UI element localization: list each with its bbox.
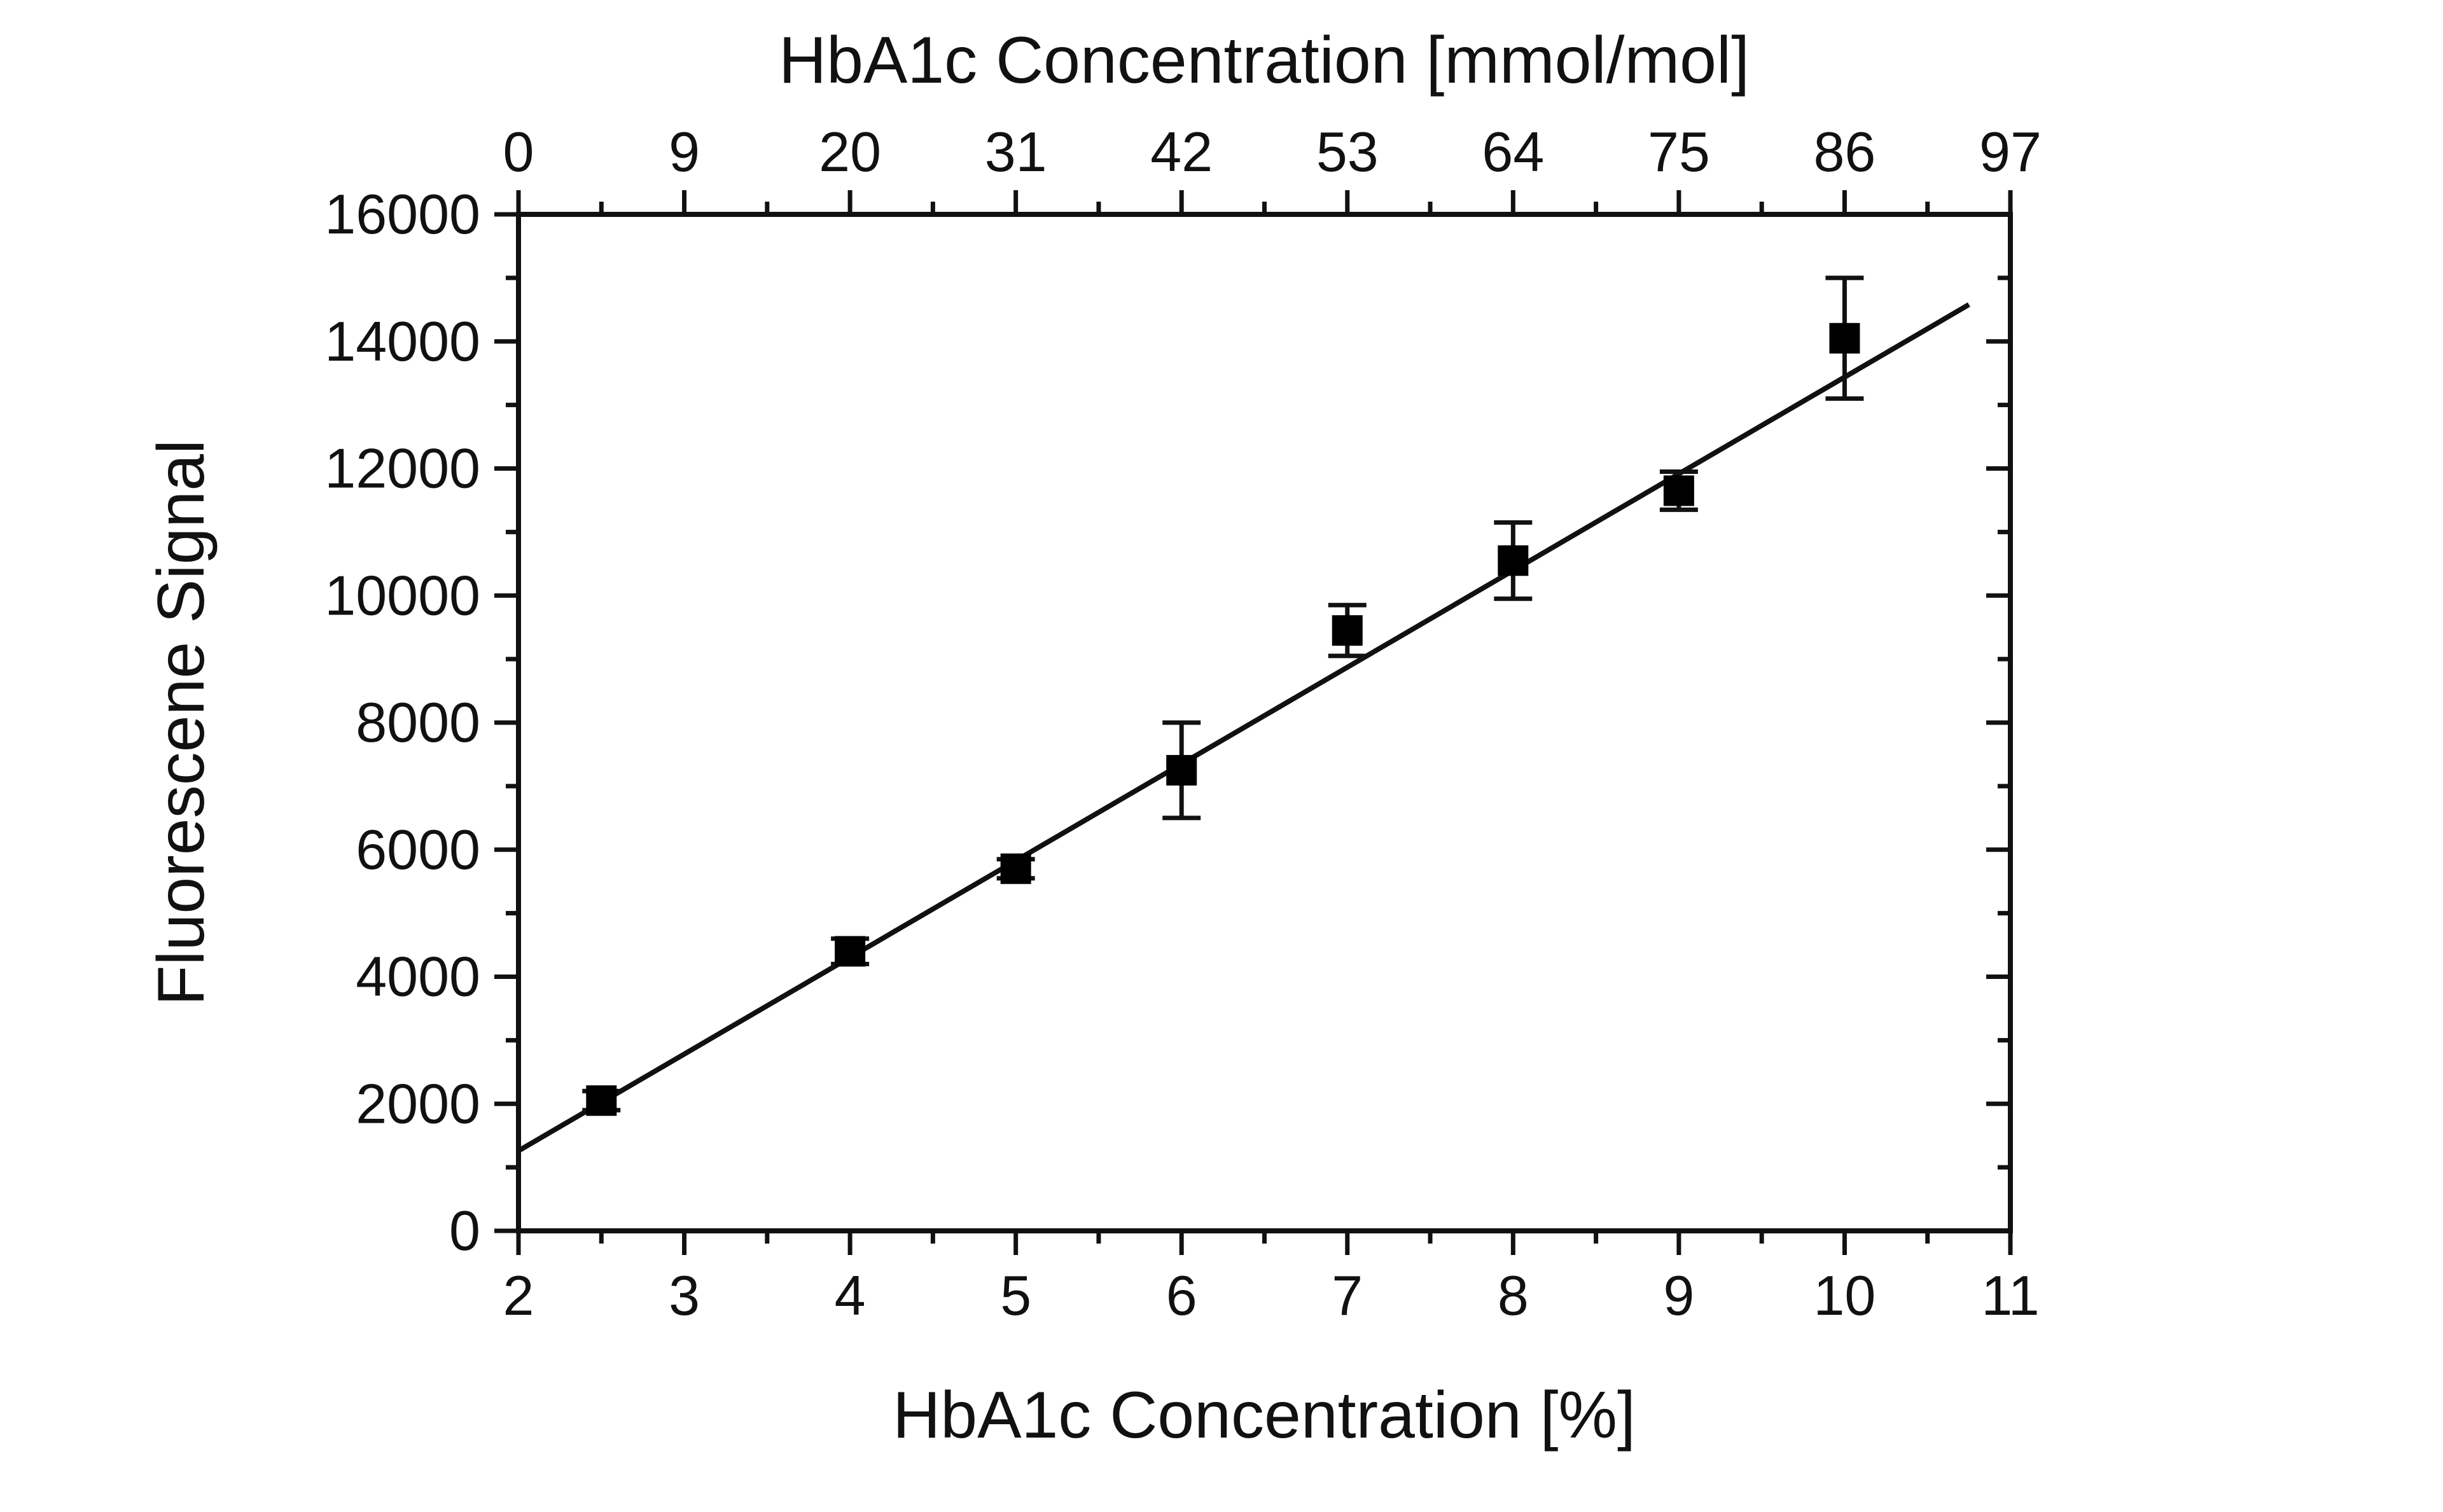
y-tick-label: 2000 bbox=[356, 1072, 480, 1135]
x-tick-label: 5 bbox=[1000, 1264, 1031, 1327]
x-tick-label: 8 bbox=[1498, 1264, 1529, 1327]
x-tick-label: 2 bbox=[503, 1264, 534, 1327]
y-tick-label: 8000 bbox=[356, 691, 480, 754]
x2-tick-label: 42 bbox=[1150, 120, 1213, 183]
y-tick-label: 6000 bbox=[356, 818, 480, 881]
x-tick-label: 3 bbox=[669, 1264, 700, 1327]
data-point bbox=[1663, 475, 1694, 506]
data-point bbox=[835, 936, 866, 967]
y-tick-label: 14000 bbox=[324, 310, 480, 373]
x-tick-label: 4 bbox=[835, 1264, 866, 1327]
fit-layer bbox=[517, 302, 1970, 1153]
data-point bbox=[586, 1085, 617, 1116]
data-point bbox=[1498, 545, 1529, 576]
ticks-layer: 2 3 4 5 6 7 8 9 10 11 0 9 20 31 42 53 64 75 86 97 0 2000 4000 6… bbox=[324, 120, 2042, 1327]
y-tick-label: 4000 bbox=[356, 945, 480, 1008]
x2-tick-label: 31 bbox=[985, 120, 1047, 183]
x2-tick-label: 75 bbox=[1648, 120, 1710, 183]
x2-tick-label: 0 bbox=[503, 120, 534, 183]
points-layer bbox=[582, 275, 1864, 1116]
y-tick-label: 12000 bbox=[324, 437, 480, 500]
y-tick-label: 16000 bbox=[324, 183, 480, 246]
fit-line bbox=[517, 302, 1970, 1153]
data-point bbox=[1332, 615, 1363, 646]
data-point bbox=[1000, 853, 1031, 884]
x-tick-label: 7 bbox=[1332, 1264, 1363, 1327]
x2-tick-label: 97 bbox=[1979, 120, 2042, 183]
x2-tick-label: 53 bbox=[1316, 120, 1379, 183]
x-tick-label: 9 bbox=[1663, 1264, 1694, 1327]
x-tick-label: 11 bbox=[1981, 1264, 2039, 1327]
x-tick-label: 6 bbox=[1166, 1264, 1197, 1327]
x2-tick-label: 20 bbox=[819, 120, 881, 183]
data-point bbox=[1829, 323, 1860, 354]
x-axis-title: HbA1c Concentration [%] bbox=[893, 1378, 1636, 1452]
data-point bbox=[1166, 754, 1197, 786]
x2-tick-label: 64 bbox=[1482, 120, 1544, 183]
x2-tick-label: 86 bbox=[1813, 120, 1876, 183]
x2-tick-label: 9 bbox=[669, 120, 700, 183]
y-axis-title: Fluorescene Signal bbox=[144, 440, 218, 1006]
x-tick-label: 10 bbox=[1813, 1264, 1876, 1327]
x2-axis-title: HbA1c Concentration [mmol/mol] bbox=[779, 24, 1750, 97]
y-tick-label: 0 bbox=[449, 1199, 480, 1262]
y-tick-label: 10000 bbox=[324, 564, 480, 627]
plot-frame bbox=[516, 212, 2013, 1233]
